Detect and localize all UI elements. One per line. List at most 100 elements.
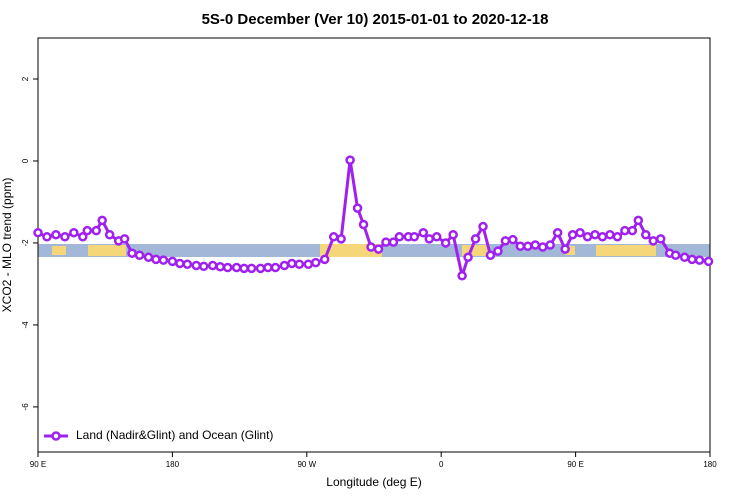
data-point <box>605 230 615 240</box>
data-point <box>679 252 690 263</box>
data-point <box>127 248 137 258</box>
data-point <box>352 203 363 213</box>
data-point <box>418 227 429 238</box>
data-point <box>431 232 442 242</box>
data-point <box>366 242 376 252</box>
data-point <box>655 234 666 244</box>
data-point <box>182 259 193 270</box>
plot-frame <box>37 37 711 453</box>
data-point <box>641 230 651 240</box>
data-point <box>478 221 488 232</box>
data-point <box>319 254 330 265</box>
data-point <box>143 252 154 263</box>
data-point <box>409 232 420 242</box>
data-point <box>560 244 570 254</box>
data-point <box>424 234 435 244</box>
y-tick-label: -4 <box>21 321 30 329</box>
y-tick-label: -2 <box>21 239 30 247</box>
data-point <box>246 263 257 274</box>
x-axis-label: Longitude (deg E) <box>326 475 421 489</box>
data-point <box>78 232 88 242</box>
data-point <box>515 241 526 251</box>
data-point <box>33 227 43 238</box>
data-point <box>42 232 52 242</box>
y-tick-label: 2 <box>21 76 30 81</box>
data-point <box>215 261 225 272</box>
data-point <box>612 232 623 242</box>
data-point <box>345 155 355 165</box>
data-point <box>457 270 467 281</box>
data-point <box>703 256 714 267</box>
x-tick-label: 180 <box>703 460 717 469</box>
x-tick-label: 90 W <box>297 460 316 469</box>
data-point <box>358 219 369 230</box>
data-point <box>60 232 70 242</box>
data-point <box>287 258 297 269</box>
data-point <box>231 262 242 273</box>
data-point <box>255 263 266 274</box>
data-point <box>633 215 644 226</box>
y-axis-label: XCO2 - MLO trend (ppm) <box>0 178 14 313</box>
data-point <box>222 262 233 273</box>
data-point <box>582 232 593 242</box>
data-point <box>336 234 346 244</box>
data-point <box>328 232 339 242</box>
data-point <box>620 225 630 236</box>
data-point <box>294 259 305 270</box>
data-point <box>670 250 681 260</box>
data-point <box>191 260 202 271</box>
data-point <box>627 225 638 236</box>
legend-label: Land (Nadir&Glint) and Ocean (Glint) <box>76 428 273 442</box>
data-point <box>575 227 585 238</box>
data-point <box>694 255 705 265</box>
data-point <box>552 227 563 238</box>
data-point <box>485 250 496 260</box>
data-point <box>537 242 548 252</box>
data-point <box>597 232 608 242</box>
data-point <box>687 254 697 265</box>
data-point <box>463 252 473 263</box>
data-point <box>82 225 93 236</box>
data-point <box>508 234 518 245</box>
data-point <box>590 230 600 240</box>
data-point <box>470 234 481 244</box>
chart-title: 5S-0 December (Ver 10) 2015-01-01 to 202… <box>202 11 549 28</box>
data-point <box>104 230 115 240</box>
data-point <box>175 258 185 269</box>
data-point <box>97 215 107 226</box>
data-point <box>648 236 659 246</box>
data-point <box>239 263 249 274</box>
data-point <box>530 240 541 250</box>
data-point <box>545 240 555 250</box>
data-point <box>381 237 391 247</box>
data-point <box>303 259 314 270</box>
data-point <box>567 230 578 240</box>
data-point <box>270 262 281 273</box>
x-tick-label: 0 <box>439 460 444 469</box>
data-point <box>373 244 384 254</box>
data-point <box>158 255 169 265</box>
data-point <box>279 260 290 271</box>
data-point <box>500 236 511 246</box>
data-point <box>199 261 209 272</box>
x-tick-label: 90 E <box>567 460 583 469</box>
data-point <box>448 230 458 240</box>
data-point <box>51 230 61 240</box>
x-tick-label: 180 <box>166 460 180 469</box>
y-tick-label: 0 <box>21 158 30 163</box>
data-point <box>151 254 161 265</box>
x-tick-label: 90 E <box>30 460 46 469</box>
data-point <box>91 225 101 236</box>
data-point <box>207 260 218 271</box>
data-point <box>493 246 503 256</box>
data-point <box>388 237 399 247</box>
data-point <box>69 227 79 238</box>
data-point <box>263 262 273 273</box>
data-point <box>119 234 130 244</box>
data-point <box>311 257 321 268</box>
y-tick-label: -6 <box>21 403 30 411</box>
data-point <box>523 241 533 251</box>
data-point <box>134 250 145 260</box>
data-point <box>394 232 405 242</box>
